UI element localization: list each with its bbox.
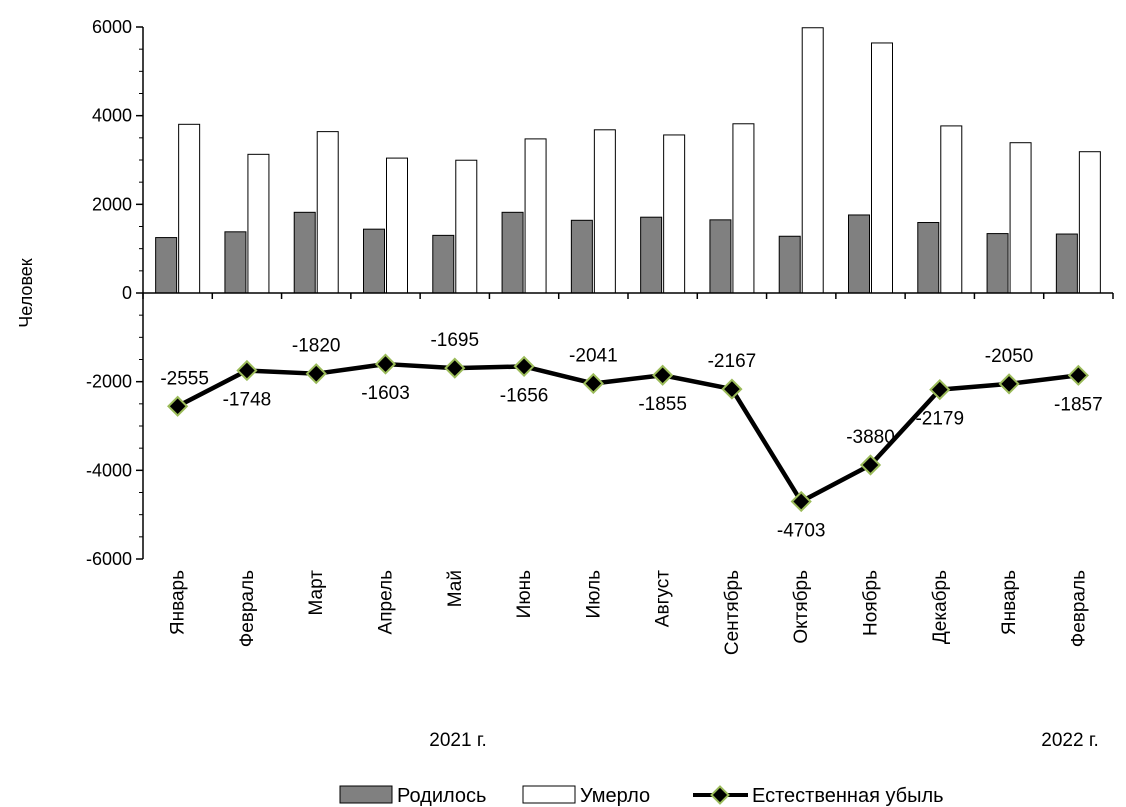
bar-died xyxy=(316,131,339,294)
natural-decline-marker xyxy=(721,378,743,400)
data-label: -1695 xyxy=(430,330,479,351)
category-label: Август xyxy=(653,570,674,627)
data-label: -1820 xyxy=(292,336,341,357)
y-tick-label: 6000 xyxy=(92,17,132,37)
legend: Родилось Умерло Естественная убыль xyxy=(339,785,944,807)
bar-died xyxy=(455,159,478,294)
category-label: Сентябрь xyxy=(722,570,743,655)
natural-decline-marker xyxy=(236,359,258,382)
natural-decline-marker xyxy=(167,395,189,417)
bar-born xyxy=(640,216,663,294)
legend-item-died: Умерло xyxy=(522,785,650,807)
axes: 6000 4000 2000 0 -2000 -4000 -6000 xyxy=(86,17,1114,569)
year-label-2021: 2021 г. xyxy=(429,730,486,751)
data-labels: -2555 -1748 -1820 -1603 -1695 -1656 -2041 -1855… xyxy=(160,330,1102,541)
bar-born xyxy=(432,234,455,294)
legend-item-born: Родилось xyxy=(339,785,486,807)
year-label-2022: 2022 г. xyxy=(1041,730,1098,751)
bar-born xyxy=(224,231,247,294)
category-label: Март xyxy=(306,570,327,616)
natural-decline-line xyxy=(167,353,1089,513)
natural-decline-marker xyxy=(513,355,535,378)
natural-decline-marker xyxy=(444,357,466,379)
data-label: -2167 xyxy=(708,351,757,372)
legend-swatch-born xyxy=(339,785,393,804)
data-label: -1855 xyxy=(638,394,687,415)
natural-decline-marker xyxy=(998,373,1020,395)
data-label: -1857 xyxy=(1054,394,1103,415)
natural-decline-marker xyxy=(929,378,951,401)
y-axis-label: Человек xyxy=(16,258,36,327)
data-label: -1656 xyxy=(500,385,549,406)
bar-born xyxy=(848,214,870,294)
legend-item-natural-decline: Естественная убыль xyxy=(693,785,944,807)
bar-born xyxy=(293,211,316,294)
category-label: Январь xyxy=(168,570,189,635)
natural-decline-marker xyxy=(1067,364,1089,386)
natural-decline-polyline xyxy=(176,361,1079,504)
bar-died xyxy=(801,27,824,294)
bar-died xyxy=(871,42,893,294)
category-label: Декабрь xyxy=(930,570,951,644)
natural-decline-marker xyxy=(305,363,327,385)
natural-decline-marker xyxy=(790,490,812,513)
bar-born xyxy=(986,233,1009,294)
bar-born xyxy=(917,222,940,294)
bar-born xyxy=(363,228,385,294)
bar-born xyxy=(155,237,178,294)
data-label: -2179 xyxy=(915,409,964,430)
data-label: -2050 xyxy=(985,346,1034,367)
bar-died xyxy=(940,125,963,294)
bar-died xyxy=(386,157,408,294)
bar-died xyxy=(663,134,686,294)
y-tick-label: 0 xyxy=(122,283,132,303)
natural-decline-marker xyxy=(652,364,674,386)
y-tick-label: -2000 xyxy=(86,372,132,392)
category-label: Ноябрь xyxy=(861,570,882,636)
natural-decline-marker xyxy=(582,372,604,395)
category-label: Февраль xyxy=(237,570,258,647)
bar-died xyxy=(732,123,755,294)
legend-swatch-died xyxy=(522,785,576,804)
y-tick-label: -4000 xyxy=(86,460,132,480)
died-bars xyxy=(178,27,1101,294)
bar-born xyxy=(501,211,524,294)
data-label: -2555 xyxy=(160,368,209,389)
data-label: -4703 xyxy=(777,520,826,541)
bar-died xyxy=(524,138,547,294)
category-label: Февраль xyxy=(1068,570,1089,647)
bar-born xyxy=(570,219,593,294)
bar-died xyxy=(593,129,616,294)
legend-marker-natural-decline xyxy=(710,785,730,805)
data-label: -2041 xyxy=(569,345,618,366)
born-bars xyxy=(155,211,1078,294)
y-tick-label: 4000 xyxy=(92,106,132,126)
y-tick-label: -6000 xyxy=(86,549,132,569)
bar-died xyxy=(247,153,270,294)
legend-label-born: Родилось xyxy=(397,785,486,807)
natural-decline-marker xyxy=(374,353,397,375)
bar-born xyxy=(709,219,732,294)
category-label: Октябрь xyxy=(791,570,812,644)
bar-born xyxy=(1055,233,1078,294)
bar-born xyxy=(778,235,801,294)
category-label: Июнь xyxy=(514,570,535,618)
natural-decline-marker xyxy=(859,454,882,476)
bar-died xyxy=(1009,142,1032,294)
data-label: -1748 xyxy=(223,389,272,410)
bar-died xyxy=(1078,151,1101,294)
category-label: Май xyxy=(445,570,466,607)
legend-label-natural-decline: Естественная убыль xyxy=(752,785,944,807)
category-label: Январь xyxy=(999,570,1020,635)
legend-label-died: Умерло xyxy=(580,785,650,807)
category-label: Июль xyxy=(583,570,604,619)
y-tick-label: 2000 xyxy=(92,194,132,214)
data-label: -1603 xyxy=(361,383,410,404)
category-label: Апрель xyxy=(376,570,397,635)
bar-died xyxy=(178,123,201,294)
data-label: -3880 xyxy=(846,427,895,448)
category-labels: Январь Февраль Март Апрель Май Июнь Июль Август… xyxy=(168,570,1090,655)
